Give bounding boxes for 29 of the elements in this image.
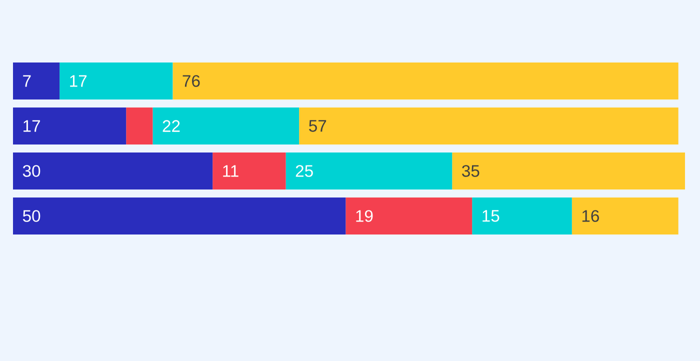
data-label: 50: [22, 210, 40, 222]
bar: [152, 107, 300, 144]
data-label: 16: [582, 210, 599, 222]
bar: [472, 197, 572, 234]
data-label: 11: [223, 165, 238, 177]
data-label: 17: [70, 75, 87, 87]
data-label: 15: [482, 210, 500, 222]
data-label: 17: [24, 120, 40, 132]
bar: [212, 152, 286, 190]
data-label: 30: [22, 165, 40, 177]
bar: [60, 62, 173, 100]
data-label: 57: [309, 120, 326, 132]
data-label: 7: [23, 75, 31, 87]
data-label: 35: [462, 165, 480, 177]
bar: [299, 107, 678, 144]
data-label: 22: [162, 120, 180, 132]
data-label: 25: [296, 165, 313, 177]
bar: [286, 152, 452, 190]
bar: [172, 62, 678, 100]
bar: [13, 152, 213, 190]
bar: [13, 197, 346, 234]
bar: [572, 197, 678, 234]
bar: [126, 107, 153, 144]
data-label: 76: [182, 75, 200, 87]
bar: [452, 152, 686, 190]
data-label: 19: [356, 210, 373, 222]
bar: [13, 107, 126, 144]
bar: [346, 197, 472, 234]
bar: [13, 62, 60, 100]
